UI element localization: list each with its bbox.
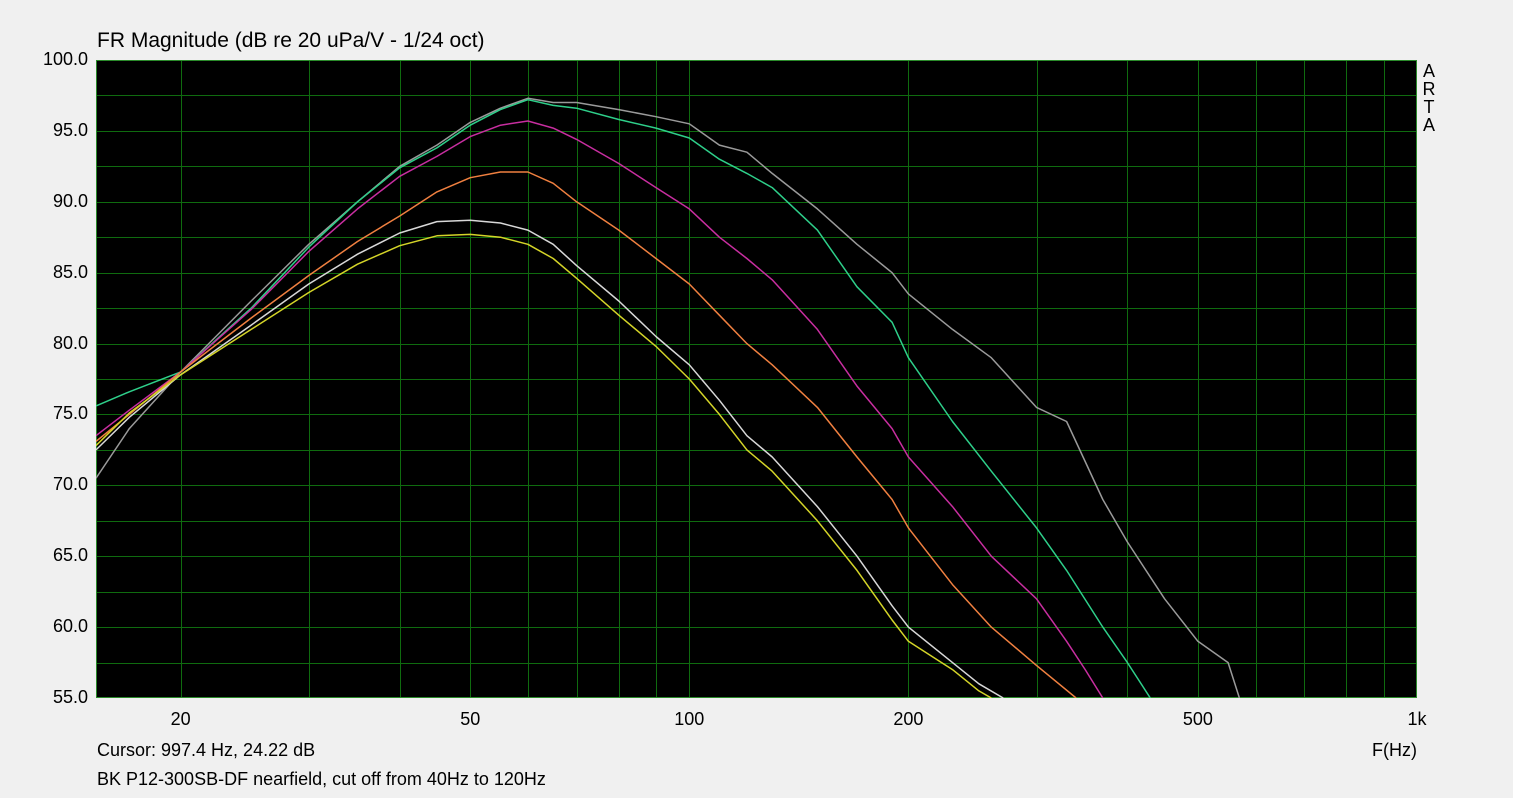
y-tick-label: 75.0 — [52, 403, 88, 424]
y-tick-label: 60.0 — [52, 616, 88, 637]
y-tick-label: 85.0 — [52, 261, 88, 282]
arta-letter: R — [1422, 79, 1436, 99]
cursor-readout: Cursor: 997.4 Hz, 24.22 dB — [97, 740, 316, 760]
y-tick-label: 100.0 — [42, 49, 88, 69]
y-tick-label: 70.0 — [52, 474, 88, 495]
x-tick-label: 50 — [460, 709, 481, 729]
plot-border — [96, 60, 1417, 698]
chart-title: FR Magnitude (dB re 20 uPa/V - 1/24 oct) — [97, 29, 485, 52]
x-tick-label: 200 — [893, 709, 924, 729]
y-tick-label: 55.0 — [52, 687, 88, 707]
chart-caption: BK P12-300SB-DF nearfield, cut off from … — [97, 769, 546, 789]
arta-letter: A — [1422, 61, 1435, 81]
x-tick-label: 100 — [674, 709, 705, 729]
arta-watermark: A R T A — [1421, 62, 1437, 134]
series-line — [96, 97, 1241, 698]
x-axis-label: F(Hz) — [1372, 740, 1417, 760]
x-tick-label: 20 — [170, 709, 191, 729]
y-tick-label: 65.0 — [52, 545, 88, 566]
arta-letter: A — [1422, 115, 1435, 135]
y-tick-label: 80.0 — [52, 332, 88, 353]
frequency-response-chart[interactable] — [96, 60, 1417, 698]
series-line — [96, 171, 1077, 698]
y-tick-label: 95.0 — [52, 119, 88, 140]
x-tick-label: 1k — [1407, 709, 1427, 729]
series-line — [96, 233, 992, 698]
series-line — [96, 98, 1151, 698]
series-line — [96, 120, 1104, 698]
arta-letter: T — [1423, 97, 1435, 117]
x-tick-label: 500 — [1182, 709, 1213, 729]
y-tick-label: 90.0 — [52, 190, 88, 211]
series-line — [96, 219, 1004, 698]
